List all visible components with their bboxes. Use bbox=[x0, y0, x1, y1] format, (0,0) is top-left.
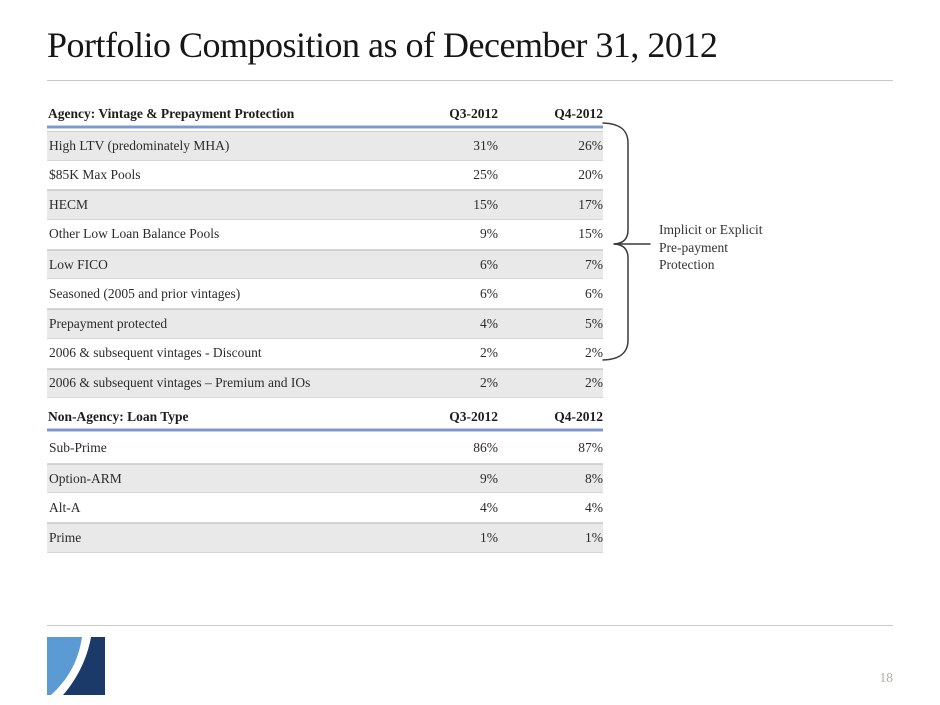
row-q4-value: 2% bbox=[585, 375, 603, 391]
row-q4-value: 20% bbox=[578, 167, 603, 183]
row-q3-value: 4% bbox=[480, 499, 498, 515]
annotation-line: Implicit or Explicit bbox=[659, 222, 763, 237]
non-agency-table: Non-Agency: Loan Type Q3-2012 Q4-2012 Su… bbox=[47, 406, 603, 553]
row-q3-value: 31% bbox=[473, 137, 498, 153]
table-row: Seasoned (2005 and prior vintages) 6% 6% bbox=[47, 279, 603, 310]
row-q3-value: 6% bbox=[480, 256, 498, 272]
column-header-q3: Q3-2012 bbox=[449, 409, 498, 424]
row-q3-value: 86% bbox=[473, 440, 498, 456]
table-row: 2006 & subsequent vintages – Premium and… bbox=[47, 368, 603, 399]
row-label: $85K Max Pools bbox=[49, 167, 141, 183]
table-row: Option-ARM 9% 8% bbox=[47, 463, 603, 494]
table-row: HECM 15% 17% bbox=[47, 190, 603, 221]
row-q4-value: 4% bbox=[585, 499, 603, 515]
row-label: Prepayment protected bbox=[49, 315, 168, 331]
column-header-q3: Q3-2012 bbox=[449, 106, 498, 121]
row-label: Option-ARM bbox=[49, 470, 122, 486]
bracket-annotation: Implicit or Explicit Pre-payment Protect… bbox=[659, 221, 762, 274]
row-q4-value: 1% bbox=[585, 529, 603, 545]
header-rule bbox=[47, 126, 603, 128]
header-rule bbox=[47, 429, 603, 431]
row-q3-value: 9% bbox=[480, 470, 498, 486]
table-row: High LTV (predominately MHA) 31% 26% bbox=[47, 131, 603, 161]
row-q3-value: 4% bbox=[480, 315, 498, 331]
row-label: High LTV (predominately MHA) bbox=[49, 137, 230, 153]
table-row: $85K Max Pools 25% 20% bbox=[47, 161, 603, 191]
row-label: Seasoned (2005 and prior vintages) bbox=[49, 285, 241, 301]
table-row: Alt-A 4% 4% bbox=[47, 493, 603, 524]
page-number: 18 bbox=[879, 670, 894, 685]
row-label: Other Low Loan Balance Pools bbox=[49, 226, 220, 242]
page-title: Portfolio Composition as of December 31,… bbox=[47, 25, 718, 65]
brace-bracket bbox=[602, 122, 651, 361]
row-q3-value: 1% bbox=[480, 529, 498, 545]
table-row: Prime 1% 1% bbox=[47, 523, 603, 553]
row-q3-value: 25% bbox=[473, 167, 498, 183]
row-q3-value: 2% bbox=[480, 345, 498, 361]
row-label: HECM bbox=[49, 197, 89, 213]
row-q4-value: 8% bbox=[585, 470, 603, 486]
row-label: 2006 & subsequent vintages - Discount bbox=[49, 345, 262, 361]
footer-divider bbox=[47, 625, 893, 626]
non-agency-rows: Sub-Prime 86% 87% Option-ARM 9% 8% Alt-A… bbox=[47, 434, 603, 553]
table-row: Other Low Loan Balance Pools 9% 15% bbox=[47, 220, 603, 250]
column-header-q4: Q4-2012 bbox=[554, 409, 603, 424]
row-q3-value: 2% bbox=[480, 375, 498, 391]
row-label: Sub-Prime bbox=[49, 440, 107, 456]
row-q4-value: 17% bbox=[578, 197, 603, 213]
company-logo-icon bbox=[47, 637, 105, 695]
annotation-line: Protection bbox=[659, 257, 715, 272]
annotation-line: Pre-payment bbox=[659, 239, 728, 255]
row-q4-value: 5% bbox=[585, 315, 603, 331]
table-row: Sub-Prime 86% 87% bbox=[47, 434, 603, 464]
agency-rows: High LTV (predominately MHA) 31% 26% $85… bbox=[47, 131, 603, 399]
agency-table-title: Agency: Vintage & Prepayment Protection bbox=[48, 106, 295, 121]
agency-table-header: Agency: Vintage & Prepayment Protection … bbox=[47, 103, 603, 125]
agency-table: Agency: Vintage & Prepayment Protection … bbox=[47, 103, 603, 399]
row-q4-value: 26% bbox=[578, 137, 603, 153]
column-header-q4: Q4-2012 bbox=[554, 106, 603, 121]
row-q3-value: 6% bbox=[480, 285, 498, 301]
row-label: Low FICO bbox=[49, 256, 108, 272]
row-q3-value: 9% bbox=[480, 226, 498, 242]
row-q4-value: 6% bbox=[585, 285, 603, 301]
row-q3-value: 15% bbox=[473, 197, 498, 213]
title-divider bbox=[47, 80, 893, 81]
row-q4-value: 2% bbox=[585, 345, 603, 361]
table-row: 2006 & subsequent vintages - Discount 2%… bbox=[47, 339, 603, 369]
row-label: 2006 & subsequent vintages – Premium and… bbox=[49, 375, 311, 391]
row-q4-value: 7% bbox=[585, 256, 603, 272]
table-row: Prepayment protected 4% 5% bbox=[47, 309, 603, 339]
row-label: Prime bbox=[49, 529, 82, 545]
row-label: Alt-A bbox=[49, 499, 81, 515]
row-q4-value: 87% bbox=[578, 440, 603, 456]
non-agency-table-header: Non-Agency: Loan Type Q3-2012 Q4-2012 bbox=[47, 406, 603, 428]
row-q4-value: 15% bbox=[578, 226, 603, 242]
non-agency-table-title: Non-Agency: Loan Type bbox=[48, 409, 189, 424]
table-row: Low FICO 6% 7% bbox=[47, 249, 603, 280]
